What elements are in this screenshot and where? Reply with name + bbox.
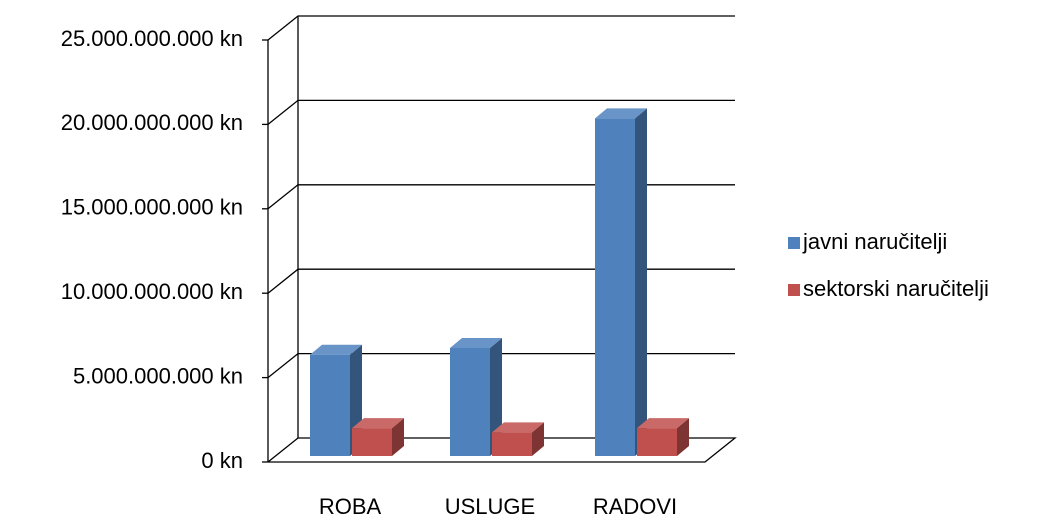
legend-label: javni naručitelji xyxy=(802,229,947,254)
bar-front xyxy=(352,428,392,456)
grid-line xyxy=(267,437,737,463)
bar-front xyxy=(492,432,532,456)
bar-top xyxy=(492,422,544,433)
y-tick-label: 0 kn xyxy=(201,448,243,473)
bar-top xyxy=(352,418,404,429)
bar-top xyxy=(637,418,689,429)
bar-side xyxy=(635,108,647,457)
legend-swatch xyxy=(788,284,800,296)
legend-swatch xyxy=(788,237,800,249)
bar xyxy=(595,108,647,457)
bar-side xyxy=(677,418,689,456)
grid-line xyxy=(267,15,735,41)
bar xyxy=(352,418,404,456)
grid-line xyxy=(267,184,735,210)
legend-label: sektorski naručitelji xyxy=(803,276,989,301)
bar-front xyxy=(310,354,350,456)
bar xyxy=(450,337,502,456)
bar-top xyxy=(310,344,362,355)
y-tick-label: 10.000.000.000 kn xyxy=(61,279,243,304)
bar-top xyxy=(450,337,502,348)
y-tick-label: 5.000.000.000 kn xyxy=(73,363,243,388)
bar-top xyxy=(595,108,647,119)
bar-front xyxy=(595,118,635,457)
y-tick-label: 15.000.000.000 kn xyxy=(61,195,243,220)
grid-line xyxy=(267,352,735,379)
bar xyxy=(637,418,689,456)
x-tick-label: RADOVI xyxy=(593,494,677,518)
bar xyxy=(492,422,544,456)
grid-line xyxy=(267,99,735,125)
bar-side xyxy=(532,422,544,456)
bar-front xyxy=(450,347,490,456)
x-tick-label: ROBA xyxy=(319,494,382,518)
y-tick-label: 25.000.000.000 kn xyxy=(61,26,243,51)
bar-front xyxy=(637,428,677,456)
x-tick-label: USLUGE xyxy=(445,494,535,518)
bar-side xyxy=(490,337,502,456)
bar-side xyxy=(392,418,404,456)
grid-line xyxy=(267,268,735,294)
y-tick-label: 20.000.000.000 kn xyxy=(61,110,243,135)
